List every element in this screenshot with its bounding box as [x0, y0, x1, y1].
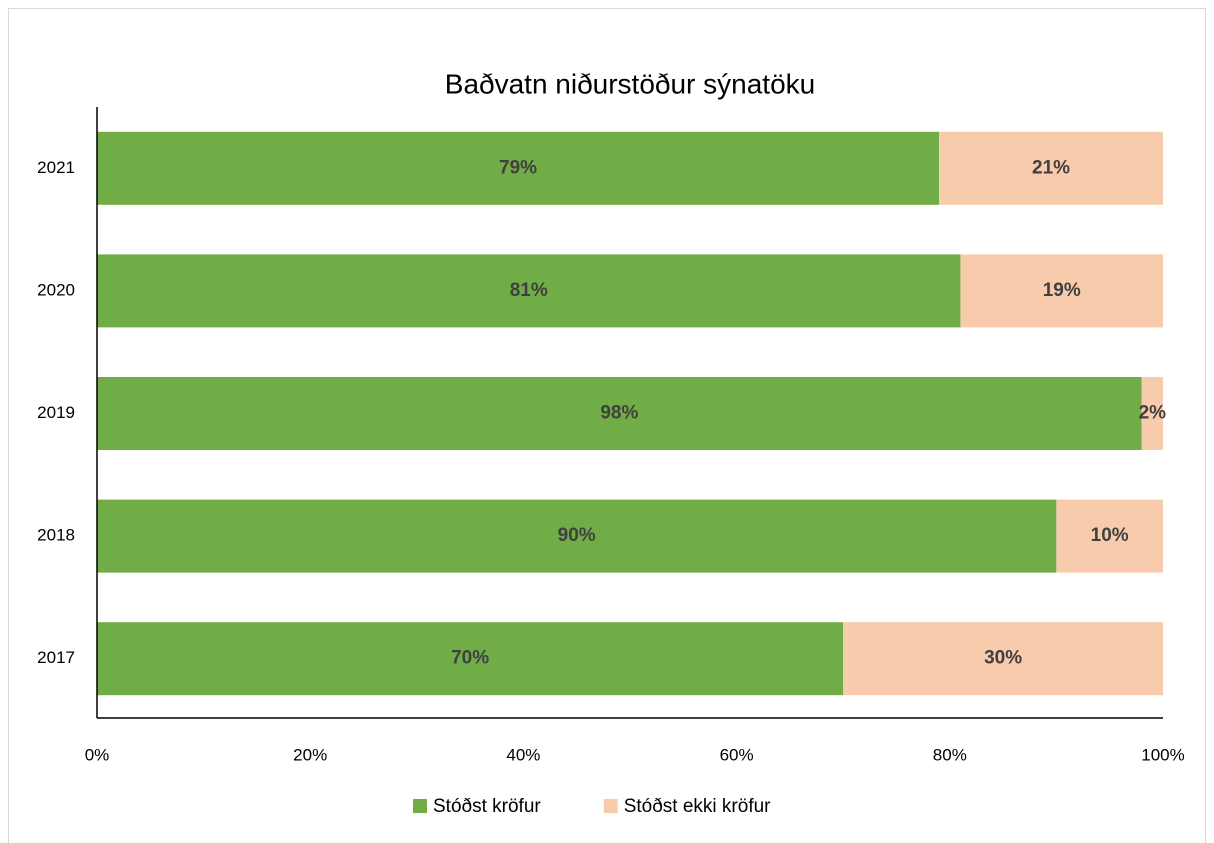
- bar-segment: [97, 131, 940, 205]
- x-tick-label: 40%: [506, 745, 540, 764]
- legend-label: Stóðst ekki kröfur: [624, 796, 771, 817]
- data-label: 90%: [558, 525, 596, 546]
- data-label: 21%: [1032, 157, 1070, 178]
- x-tick-label: 0%: [85, 745, 110, 764]
- data-label: 70%: [451, 648, 489, 669]
- y-tick-label: 2019: [37, 403, 75, 422]
- data-label: 2%: [1139, 403, 1167, 424]
- legend-swatch: [603, 799, 618, 813]
- y-tick-label: 2020: [37, 280, 75, 299]
- bar-segment: [1056, 499, 1163, 573]
- bar-segment: [97, 377, 1142, 450]
- data-label: 19%: [1043, 280, 1081, 301]
- data-label: 10%: [1091, 525, 1129, 546]
- y-tick-label: 2018: [37, 526, 75, 545]
- x-tick-label: 80%: [933, 745, 967, 764]
- bar-segment: [97, 499, 1057, 573]
- data-label: 98%: [600, 403, 638, 424]
- data-label: 81%: [510, 280, 548, 301]
- data-label: 30%: [984, 648, 1022, 669]
- y-tick-label: 2017: [37, 648, 75, 667]
- data-label: 79%: [499, 157, 537, 178]
- bar-segment: [960, 254, 1163, 328]
- legend-swatch: [413, 799, 427, 813]
- bar-segment: [97, 254, 961, 328]
- bar-segment: [939, 131, 1163, 205]
- y-tick-label: 2021: [37, 158, 75, 177]
- x-tick-label: 100%: [1141, 745, 1184, 764]
- x-tick-label: 20%: [293, 745, 327, 764]
- x-tick-label: 60%: [720, 745, 754, 764]
- bar-segment: [97, 622, 844, 696]
- legend-label: Stóðst kröfur: [433, 796, 541, 817]
- chart-title: Baðvatn niðurstöður sýnatöku: [445, 68, 815, 99]
- bar-segment: [843, 622, 1163, 696]
- bar-segment: [1141, 377, 1163, 450]
